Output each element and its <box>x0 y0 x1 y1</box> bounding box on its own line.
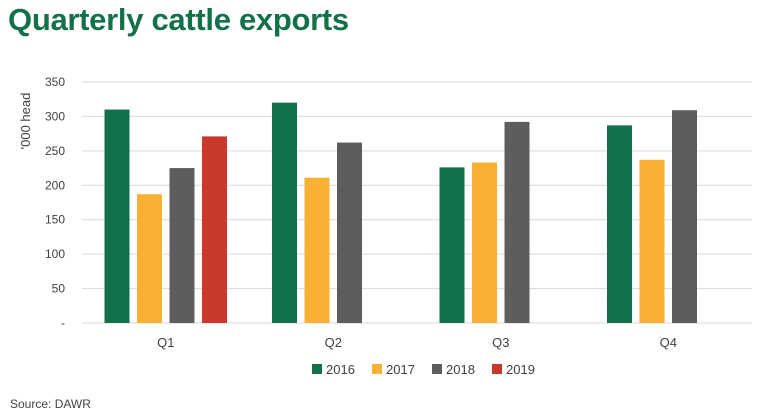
bar-2016-q1 <box>104 109 130 324</box>
legend-label-2018: 2018 <box>446 362 475 377</box>
legend-label-2017: 2017 <box>386 362 415 377</box>
y-axis-label: '000 head <box>18 93 33 150</box>
bar-2019-q1 <box>202 136 227 323</box>
y-tick-label: 350 <box>45 75 65 89</box>
y-tick-label: 50 <box>52 282 66 296</box>
bar-2017-q3 <box>472 162 497 323</box>
bar-2016-q2 <box>272 102 297 324</box>
bars <box>104 102 697 324</box>
chart-title: Quarterly cattle exports <box>8 2 349 37</box>
bar-2017-q1 <box>137 194 162 323</box>
y-tick-label: 150 <box>45 213 65 227</box>
legend-label-2019: 2019 <box>506 362 535 377</box>
y-tick-label: 200 <box>45 178 65 192</box>
y-axis-ticks: - 50 100 150 200 250 300 350 <box>45 75 65 330</box>
legend-swatch-2019 <box>492 364 502 374</box>
y-tick-label: - <box>61 316 65 330</box>
bar-2018-q3 <box>504 121 530 324</box>
x-tick-label: Q2 <box>325 335 342 350</box>
legend-swatch-2017 <box>372 364 382 374</box>
bar-2017-q2 <box>304 177 330 323</box>
legend-swatch-2016 <box>312 364 322 374</box>
x-tick-label: Q1 <box>157 335 174 350</box>
x-tick-label: Q4 <box>660 335 677 350</box>
bar-2018-q1 <box>169 168 195 323</box>
source-note: Source: DAWR <box>10 397 91 411</box>
legend-label-2016: 2016 <box>326 362 355 377</box>
y-tick-label: 300 <box>45 109 65 123</box>
x-axis-ticks: Q1 Q2 Q3 Q4 <box>157 335 677 350</box>
legend-swatch-2018 <box>432 364 442 374</box>
bar-2016-q4 <box>607 125 632 323</box>
x-tick-label: Q3 <box>492 335 509 350</box>
bar-2018-q4 <box>672 110 697 323</box>
bar-2016-q3 <box>439 167 465 323</box>
y-tick-label: 250 <box>45 144 65 158</box>
legend: 2016 2017 2018 2019 <box>312 362 535 377</box>
y-axis-label-group: '000 head <box>18 93 33 150</box>
bar-2017-q4 <box>639 159 665 323</box>
y-tick-label: 100 <box>45 247 65 261</box>
bar-2018-q2 <box>337 142 362 323</box>
